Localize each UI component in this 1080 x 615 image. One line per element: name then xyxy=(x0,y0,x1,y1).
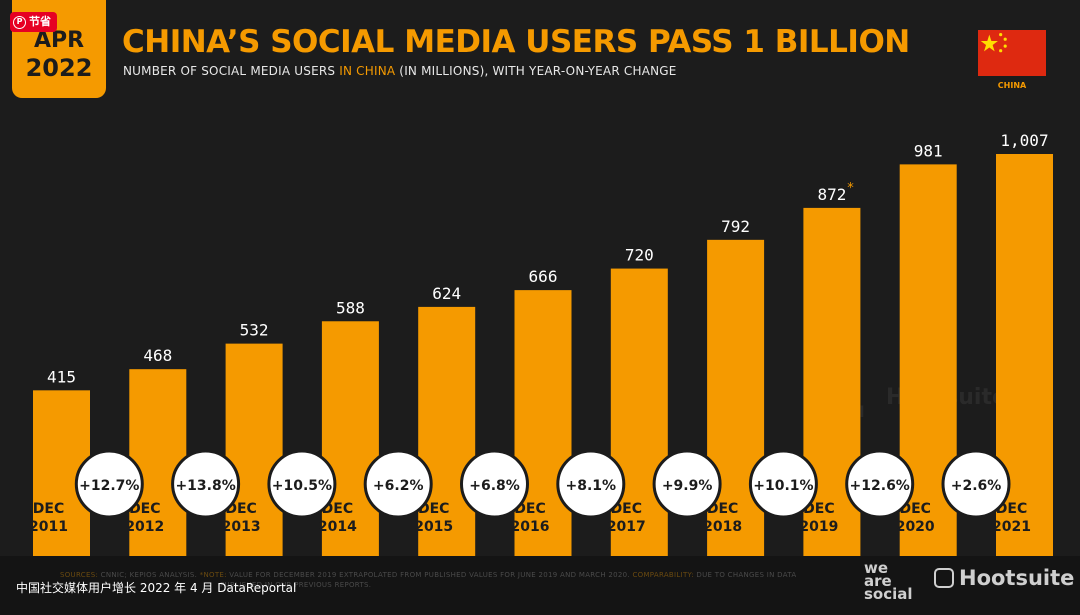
owl-icon xyxy=(934,568,954,588)
tick-label-month: DEC xyxy=(611,501,642,517)
data-label: 468 xyxy=(143,346,172,365)
tick-label-month: DEC xyxy=(899,501,930,517)
yoy-change-label: +10.1% xyxy=(753,478,813,494)
yoy-change-label: +6.8% xyxy=(469,478,520,494)
report-month: APR xyxy=(33,28,85,53)
data-label: 666 xyxy=(529,267,558,286)
sources-text: CNNIC; KEPIOS ANALYSIS. xyxy=(98,571,200,579)
yoy-change-label: +2.6% xyxy=(951,478,1002,494)
flag-label: CHINA xyxy=(997,81,1027,90)
yoy-change-label: +10.5% xyxy=(272,478,332,494)
tick-label-year: 2013 xyxy=(222,519,261,535)
tick-label-month: DEC xyxy=(514,501,545,517)
bar-chart: 415 DEC 2011 468 DEC 2012 532 DEC 2013 588 DEC 2014… xyxy=(29,131,1053,556)
comparability-text: DUE TO CHANGES IN DATA xyxy=(693,571,797,579)
tick-label-month: DEC xyxy=(418,501,449,517)
yoy-change-label: +13.8% xyxy=(175,478,235,494)
subtitle-highlight: IN CHINA xyxy=(339,64,396,78)
subtitle-pre: NUMBER OF SOCIAL MEDIA USERS xyxy=(123,64,340,78)
sources-line-2: PUBLISHED IN OUR PREVIOUS REPORTS. xyxy=(220,581,372,589)
yoy-change-label: +6.2% xyxy=(373,478,424,494)
yoy-change-badge xyxy=(363,449,433,519)
tick-label-month: DEC xyxy=(322,501,353,517)
bar xyxy=(514,290,572,556)
yoy-change-label: +12.7% xyxy=(79,478,139,494)
logo-was-line: we xyxy=(864,559,889,577)
tick-label-year: 2014 xyxy=(318,519,357,535)
yoy-change-badge xyxy=(460,449,529,519)
data-label: 1,007 xyxy=(1000,131,1048,150)
logo-was-line: are xyxy=(864,572,892,590)
yoy-change-label: +8.1% xyxy=(566,478,617,494)
yoy-change-badge xyxy=(171,449,241,519)
pinterest-icon: P xyxy=(13,15,26,29)
data-label: 624 xyxy=(432,284,461,303)
tick-label-month: DEC xyxy=(225,501,256,517)
note-text: VALUE FOR DECEMBER 2019 EXTRAPOLATED FRO… xyxy=(226,571,633,579)
footer-bar xyxy=(0,556,1080,615)
yoy-change-badge xyxy=(267,449,337,519)
bar xyxy=(225,343,283,556)
yoy-change-badge xyxy=(845,449,915,519)
data-label: 532 xyxy=(240,321,269,340)
chart-subtitle: NUMBER OF SOCIAL MEDIA USERS IN CHINA (I… xyxy=(123,64,677,78)
bar xyxy=(129,369,187,556)
data-label: 792 xyxy=(721,217,750,236)
note-label: *NOTE: xyxy=(199,571,227,579)
data-label: 981 xyxy=(914,141,943,160)
bar xyxy=(321,321,379,556)
tick-label-year: 2020 xyxy=(896,519,935,535)
comparability-label: COMPARABILITY: xyxy=(632,571,694,579)
tick-label-year: 2016 xyxy=(511,519,550,535)
tick-label-year: 2011 xyxy=(29,519,68,535)
yoy-change-label: +9.9% xyxy=(662,478,713,494)
tick-label-month: DEC xyxy=(707,501,738,517)
tick-label-year: 2018 xyxy=(703,519,742,535)
data-label: 588 xyxy=(336,298,365,317)
china-flag-icon xyxy=(978,30,1046,76)
bar xyxy=(707,239,765,556)
yoy-change-badge xyxy=(556,449,626,519)
tick-label-year: 2012 xyxy=(125,519,164,535)
yoy-change-badge xyxy=(652,449,722,519)
report-date-tab: APR 2022 xyxy=(12,0,106,98)
data-label: 872 xyxy=(817,185,846,204)
tick-label-year: 2015 xyxy=(414,519,453,535)
data-label-annotation: * xyxy=(847,181,854,196)
yoy-change-badge xyxy=(74,449,144,519)
sources-label: SOURCES: xyxy=(60,571,99,579)
subtitle-post: (IN MILLIONS), WITH YEAR-ON-YEAR CHANGE xyxy=(395,64,677,78)
yoy-change-label: +12.6% xyxy=(850,478,910,494)
hootsuite-logo: Hootsuite xyxy=(934,566,1074,590)
tick-label-month: DEC xyxy=(129,501,160,517)
bar xyxy=(418,306,476,556)
yoy-change-badge xyxy=(941,449,1011,519)
bar xyxy=(610,268,668,556)
page-title: CHINA’S SOCIAL MEDIA USERS PASS 1 BILLIO… xyxy=(122,24,910,60)
report-year: 2022 xyxy=(25,54,93,82)
logo-was-line: social xyxy=(864,585,913,603)
tick-label-month: DEC xyxy=(996,501,1027,517)
yoy-change-badge xyxy=(748,449,818,519)
tick-label-year: 2021 xyxy=(992,519,1031,535)
tick-label-month: DEC xyxy=(803,501,834,517)
we-are-social-logo: we are social xyxy=(864,559,913,603)
data-label: 720 xyxy=(625,246,654,265)
save-pin-label: 节省 xyxy=(29,15,51,28)
image-caption: 中国社交媒体用户增长 2022 年 4 月 DataReportal xyxy=(16,581,297,595)
tick-label-year: 2019 xyxy=(799,519,838,535)
data-label: 415 xyxy=(47,367,76,386)
save-pin-button[interactable]: P 节省 xyxy=(10,12,57,32)
tick-label-year: 2017 xyxy=(607,519,646,535)
hootsuite-logo-text: Hootsuite xyxy=(959,566,1075,590)
sources-note: SOURCES: CNNIC; KEPIOS ANALYSIS. *NOTE: … xyxy=(60,570,796,590)
tick-label-month: DEC xyxy=(33,501,64,517)
